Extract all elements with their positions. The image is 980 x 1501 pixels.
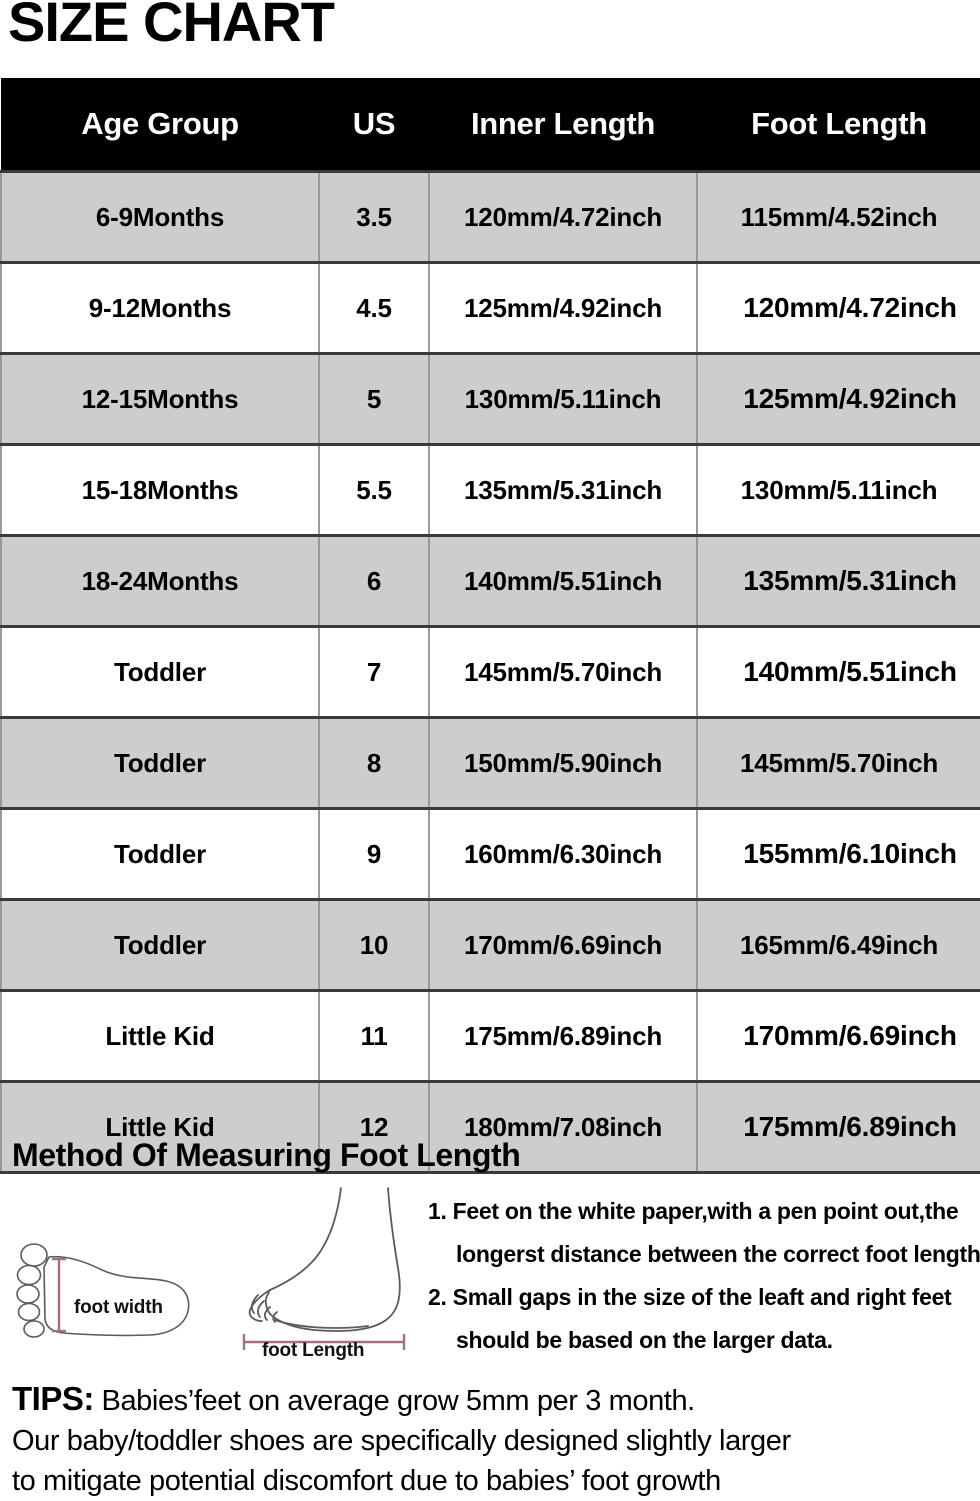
cell-foot-length: 175mm/6.89inch [696,1080,980,1174]
cell-foot-length: 165mm/6.49inch [696,898,980,991]
table-row: 15-18Months 5.5 135mm/5.31inch 130mm/5.1… [0,443,980,536]
cell-foot-length: 170mm/6.69inch [696,989,980,1082]
cell-foot-length: 125mm/4.92inch [696,352,980,445]
table-row: 9-12Months 4.5 125mm/4.92inch 120mm/4.72… [0,261,980,354]
column-header-foot-length: Foot Length [697,78,980,172]
cell-inner-length: 145mm/5.70inch [428,625,698,718]
cell-inner-length: 120mm/4.72inch [428,170,698,263]
tips-line-1: TIPS: Babies’feet on average grow 5mm pe… [12,1379,972,1421]
footprint-top-view-icon [16,1243,190,1338]
cell-inner-length: 170mm/6.69inch [428,898,698,991]
cell-age-group: 6-9Months [0,170,320,263]
cell-us: 11 [318,989,430,1082]
cell-inner-length: 140mm/5.51inch [428,534,698,627]
cell-age-group: 9-12Months [0,261,320,354]
cell-foot-length: 115mm/4.52inch [696,170,980,263]
cell-age-group: Toddler [0,625,320,718]
column-header-age-group: Age Group [1,78,319,172]
table-row: Little Kid 11 175mm/6.89inch 170mm/6.69i… [0,989,980,1082]
table-row: Toddler 8 150mm/5.90inch 145mm/5.70inch [0,716,980,809]
instruction-line: should be based on the larger data. [456,1327,833,1353]
cell-inner-length: 150mm/5.90inch [428,716,698,809]
cell-inner-length: 135mm/5.31inch [428,443,698,536]
cell-age-group: 12-15Months [0,352,320,445]
tips-line-3: to mitigate potential discomfort due to … [12,1465,721,1497]
foot-length-label: foot Length [262,1340,365,1361]
foot-width-label: foot width [74,1297,163,1318]
cell-us: 12 [318,1080,430,1174]
cell-us: 3.5 [318,170,430,263]
table-row: 18-24Months 6 140mm/5.51inch 135mm/5.31i… [0,534,980,627]
foot-side-view-icon [242,1187,406,1350]
cell-us: 6 [318,534,430,627]
page-title: SIZE CHART [8,0,335,53]
instruction-line: 2. Small gaps in the size of the leaft a… [428,1284,952,1310]
table-row: Toddler 9 160mm/6.30inch 155mm/6.10inch [0,807,980,900]
cell-age-group: 18-24Months [0,534,320,627]
cell-age-group: Toddler [0,898,320,991]
tips-line-1-text: Babies’feet on average grow 5mm per 3 mo… [93,1385,696,1417]
cell-inner-length: 180mm/7.08inch [428,1080,698,1174]
method-heading: Method Of Measuring Foot Length [12,1137,521,1173]
cell-us: 4.5 [318,261,430,354]
foot-measurement-diagrams [0,1182,430,1372]
cell-us: 8 [318,716,430,809]
cell-foot-length: 145mm/5.70inch [696,716,980,809]
table-row: Little Kid 12 180mm/7.08inch 175mm/6.89i… [0,1080,980,1174]
cell-foot-length: 140mm/5.51inch [696,625,980,718]
cell-age-group: Toddler [0,807,320,900]
table-row: Toddler 10 170mm/6.69inch 165mm/6.49inch [0,898,980,991]
cell-us: 10 [318,898,430,991]
cell-inner-length: 175mm/6.89inch [428,989,698,1082]
cell-inner-length: 125mm/4.92inch [428,261,698,354]
table-row: Toddler 7 145mm/5.70inch 140mm/5.51inch [0,625,980,718]
cell-age-group: Little Kid [0,989,320,1082]
size-chart-table: Age Group US Inner Length Foot Length 6-… [0,78,980,1174]
cell-us: 5.5 [318,443,430,536]
cell-age-group: Little Kid [0,1080,320,1174]
measuring-instructions: 1. Feet on the white paper,with a pen po… [428,1190,980,1362]
instruction-line: longerst distance between the correct fo… [456,1241,980,1267]
instruction-line: 1. Feet on the white paper,with a pen po… [428,1198,959,1224]
cell-us: 5 [318,352,430,445]
cell-foot-length: 120mm/4.72inch [696,261,980,354]
cell-age-group: 15-18Months [0,443,320,536]
table-row: 6-9Months 3.5 120mm/4.72inch 115mm/4.52i… [0,170,980,263]
cell-us: 9 [318,807,430,900]
cell-us: 7 [318,625,430,718]
tips-line-2: Our baby/toddler shoes are specifically … [12,1425,791,1457]
cell-age-group: Toddler [0,716,320,809]
column-header-inner-length: Inner Length [429,78,697,172]
tips-label: TIPS: [12,1380,94,1417]
column-header-us: US [319,78,429,172]
table-row: 12-15Months 5 130mm/5.11inch 125mm/4.92i… [0,352,980,445]
tips-block: TIPS: Babies’feet on average grow 5mm pe… [12,1379,972,1501]
cell-inner-length: 130mm/5.11inch [428,352,698,445]
table-header-row: Age Group US Inner Length Foot Length [1,78,980,172]
cell-inner-length: 160mm/6.30inch [428,807,698,900]
cell-foot-length: 130mm/5.11inch [696,443,980,536]
cell-foot-length: 135mm/5.31inch [696,534,980,627]
cell-foot-length: 155mm/6.10inch [696,807,980,900]
